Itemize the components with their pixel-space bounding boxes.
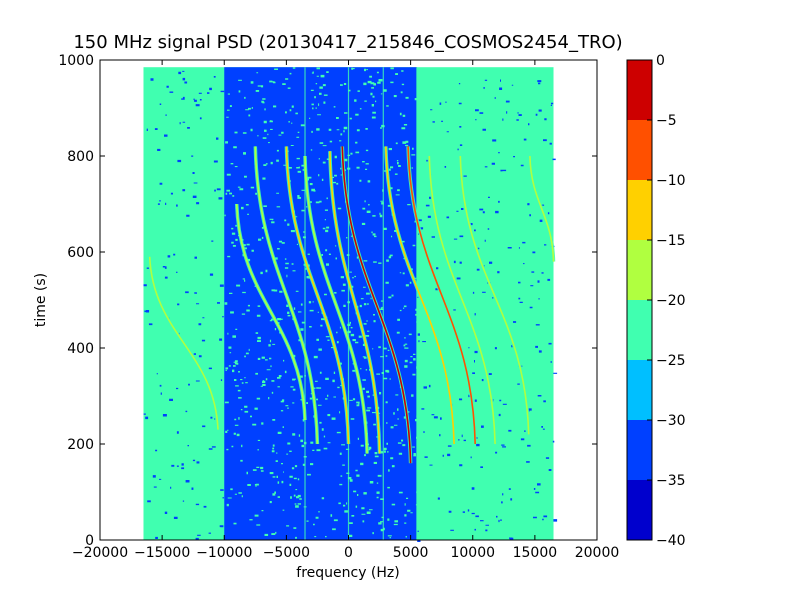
x-tick-label: 0 <box>344 545 353 561</box>
colorbar-tick-label: −15 <box>656 233 686 249</box>
x-tick-label: 5000 <box>393 545 429 561</box>
noise-speckle-light <box>224 67 421 539</box>
signal-trace <box>329 151 381 454</box>
colorbar-segment <box>627 60 652 120</box>
colorbar-tick-label: 0 <box>656 53 665 69</box>
y-tick-label: 200 <box>67 437 94 453</box>
colorbar-segment <box>627 480 652 540</box>
signal-trace <box>428 155 496 445</box>
x-tick-label: −20000 <box>72 545 128 561</box>
y-axis-ticks: 0 200 400 600 800 1000 <box>58 53 597 549</box>
colorbar-tick-label: −10 <box>656 173 686 189</box>
signal-trace <box>459 155 530 435</box>
colorbar-segment <box>627 360 652 420</box>
colorbar: −40 −35 −30 −25 −20 −15 −10 −5 0 <box>626 53 686 549</box>
x-tick-label: −10000 <box>196 545 252 561</box>
signal-trace <box>254 146 319 445</box>
signal-trace <box>148 256 219 430</box>
x-axis-label: frequency (Hz) <box>296 565 399 581</box>
colorbar-tick-label: −20 <box>656 293 686 309</box>
signal-trace <box>407 146 476 445</box>
colorbar-segment <box>627 180 652 240</box>
signal-trace <box>285 146 350 445</box>
x-tick-label: 20000 <box>575 545 620 561</box>
plot-area: −20000 −15000 −10000 −5000 0 5000 10000 15000 20… <box>58 53 619 561</box>
signal-trace <box>529 155 555 262</box>
colorbar-segment <box>627 300 652 360</box>
signal-trace <box>341 146 412 464</box>
x-tick-label: −15000 <box>134 545 190 561</box>
x-tick-label: 15000 <box>513 545 558 561</box>
colorbar-tick-label: −30 <box>656 413 686 429</box>
colorbar-tick-label: −25 <box>656 353 686 369</box>
spectrogram-image <box>143 67 558 543</box>
colorbar-segment <box>627 420 652 480</box>
y-tick-label: 400 <box>67 341 94 357</box>
colorbar-segment <box>627 120 652 180</box>
signal-trace <box>385 146 455 445</box>
colorbar-tick-label: −35 <box>656 473 686 489</box>
x-tick-label: 10000 <box>450 545 495 561</box>
signal-trace <box>235 203 306 421</box>
y-tick-label: 800 <box>67 149 94 165</box>
signal-trace <box>163 151 216 382</box>
colorbar-segment <box>627 240 652 300</box>
y-axis-label: time (s) <box>33 273 49 327</box>
signal-traces <box>147 146 556 464</box>
colorbar-tick-label: −40 <box>656 533 686 549</box>
x-axis-ticks: −20000 −15000 −10000 −5000 0 5000 10000 15000 20… <box>72 60 619 561</box>
y-tick-label: 1000 <box>58 53 94 69</box>
y-tick-label: 0 <box>85 533 94 549</box>
x-tick-label: −5000 <box>263 545 310 561</box>
y-tick-label: 600 <box>67 245 94 261</box>
chart-title: 150 MHz signal PSD (20130417_215846_COSM… <box>73 32 622 53</box>
colorbar-tick-label: −5 <box>656 113 677 129</box>
signal-trace <box>304 155 368 454</box>
